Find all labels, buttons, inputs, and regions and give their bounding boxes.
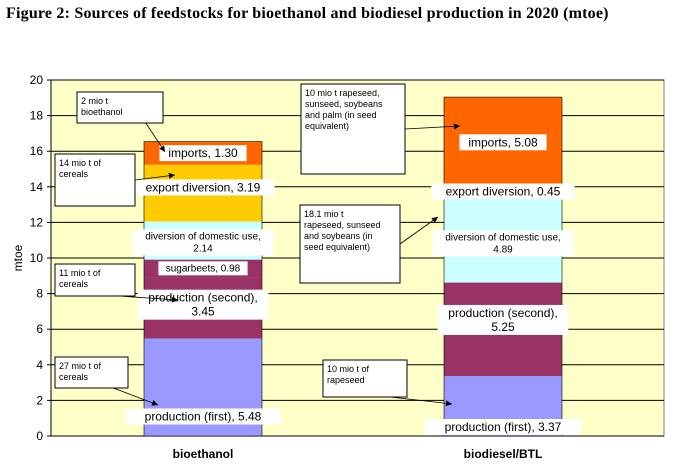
segment-label-text: imports, 1.30 [168,146,238,160]
segment-label-diversion-of-domestic-use-biodiesel-btl: diversion of domestic use, 4.89 [432,230,574,257]
arrowhead-icon [445,400,452,407]
y-tick-label: 10 [30,251,44,265]
segment-label-box [159,145,247,162]
annotation-text: 10 mio t of rapeseed [327,364,370,385]
annotation-callout: 18.1 mio t rapeseed, sunseed and soybeans … [299,204,439,284]
annotation-arrow [390,396,453,405]
segment-label-text: diversion of domestic use, 4.89 [445,232,561,255]
annotation-arrow [404,125,461,130]
annotation-text: 10 mio t rapeseed, sunseed, soybeans and p… [305,88,383,131]
y-tick-label: 12 [30,215,44,229]
segment-label-production-first-bioethanol: production (first), 5.48 [125,408,281,425]
annotation-callout: 10 mio t of rapeseed [322,359,453,407]
y-axis-label: mtoe [11,244,25,271]
category-label-biodiesel-btl: biodiesel/BTL [464,447,543,461]
segment-label-production-second-bioethanol: production (second), 3.45 [137,289,269,320]
y-tick-label: 2 [36,393,43,407]
segment-label-box [425,419,581,436]
y-tick-label: 4 [36,358,43,372]
bar-outline-biodiesel-btl [443,96,563,437]
annotation-callout: 11 mio t of cereals [54,263,179,303]
annotation-box [300,83,406,175]
annotation-box [76,91,164,124]
annotation-box [299,204,401,284]
annotation-text: 27 mio t of cereals [59,361,102,382]
segment-label-box [431,183,575,200]
segment-label-text: export diversion, 3.19 [146,180,261,194]
segment-label-box [158,261,248,276]
segment-label-box [131,179,275,196]
segment-label-imports-biodiesel-btl: imports, 5.08 [459,134,547,151]
y-tick-label: 8 [36,287,43,301]
segment-label-production-first-biodiesel-btl: production (first), 3.37 [425,419,581,436]
annotation-text: 11 mio t of cereals [59,268,101,289]
segment-label-imports-bioethanol: imports, 1.30 [159,145,247,162]
figure-title: Figure 2: Sources of feedstocks for bioe… [6,5,609,22]
segment-label-box [437,304,569,335]
annotation-box [322,359,408,398]
annotation-arrow [134,174,176,181]
segment-label-box [432,230,574,257]
annotation-text: 14 mio t of cereals [59,158,102,179]
annotation-arrow [118,295,179,301]
y-tick-label: 14 [30,180,44,194]
segment-label-production-second-biodiesel-btl: production (second), 5.25 [437,304,569,335]
segment-labels: production (first), 5.48 production (seco… [125,134,581,436]
segment-label-text: diversion of domestic use, 2.14 [145,231,261,254]
annotation-arrow [113,387,159,406]
annotation-callout: 10 mio t rapeseed, sunseed, soybeans and p… [300,83,461,175]
arrowhead-icon [431,217,438,223]
segment-label-export-diversion-bioethanol: export diversion, 3.19 [131,179,275,196]
annotation-box [54,356,129,389]
segment-label-sugarbeets-bioethanol: sugarbeets, 0.98 [158,261,248,276]
y-tick-label: 18 [30,109,44,123]
segment-label-text: imports, 5.08 [468,135,538,149]
segment-label-box [459,134,547,151]
arrowhead-icon [171,296,178,303]
annotation-text: 2 mio t bioethanol [81,96,123,117]
category-label-bioethanol: bioethanol [173,447,234,461]
arrowhead-icon [453,123,460,130]
segment-label-box [137,289,269,320]
annotation-box [54,263,136,297]
annotation-callout: 2 mio t bioethanol [76,91,166,153]
segment-label-text: production (first), 3.37 [445,420,562,434]
annotation-callout: 27 mio t of cereals [54,356,159,406]
segment-label-text: sugarbeets, 0.98 [166,263,241,274]
annotation-arrow [399,216,439,245]
arrowhead-icon [168,172,175,179]
annotation-callout: 14 mio t of cereals [54,153,176,207]
segment-label-box [132,229,274,256]
segment-label-text: production (first), 5.48 [145,409,262,423]
y-tick-label: 16 [30,144,44,158]
segment-label-export-diversion-biodiesel-btl: export diversion, 0.45 [431,183,575,200]
y-tick-label: 0 [36,429,43,443]
y-tick-label: 6 [36,322,43,336]
segment-label-text: export diversion, 0.45 [446,185,561,199]
arrowhead-icon [159,145,165,152]
annotation-text: 18.1 mio t rapeseed, sunseed and soybeans … [304,209,381,252]
segment-label-box [125,408,281,425]
segment-label-text: production (second), 5.25 [448,306,557,334]
category-labels: bioethanol biodiesel/BTL [173,447,543,461]
segment-label-text: production (second), 3.45 [148,291,257,319]
annotations: 2 mio t bioethanol 14 mio t of cereals 11 mi… [54,83,461,407]
y-tick-label: 20 [30,73,44,87]
segment-label-diversion-of-domestic-use-bioethanol: diversion of domestic use, 2.14 [132,229,274,256]
bar-outline-bioethanol [143,141,263,437]
arrowhead-icon [151,400,158,406]
